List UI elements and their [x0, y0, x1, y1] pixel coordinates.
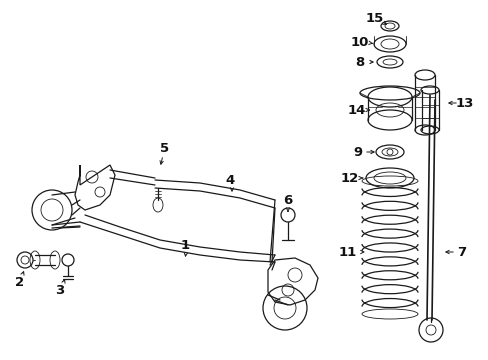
Text: 6: 6 — [283, 194, 292, 207]
Text: 11: 11 — [338, 246, 356, 258]
Text: 2: 2 — [16, 275, 24, 288]
Text: 13: 13 — [455, 96, 473, 109]
Text: 8: 8 — [355, 55, 364, 68]
Text: 1: 1 — [180, 239, 189, 252]
Text: 10: 10 — [350, 36, 368, 49]
Text: 12: 12 — [340, 171, 358, 185]
Text: 15: 15 — [365, 12, 384, 24]
Text: 9: 9 — [353, 145, 362, 158]
Text: 5: 5 — [160, 141, 169, 154]
Text: 4: 4 — [225, 174, 234, 186]
Text: 14: 14 — [347, 104, 366, 117]
Text: 7: 7 — [456, 246, 466, 258]
Text: 3: 3 — [55, 284, 64, 297]
